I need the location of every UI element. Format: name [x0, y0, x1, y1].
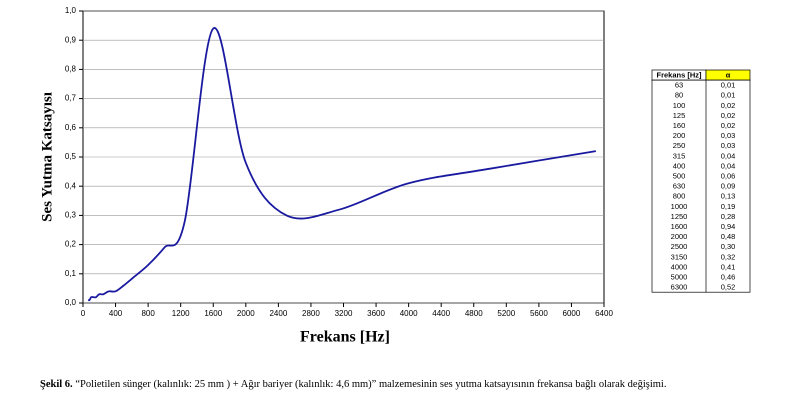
x-tick-label: 3600	[367, 309, 385, 318]
cell-text: 0,19	[721, 202, 736, 211]
cell-text: 3150	[671, 252, 688, 261]
x-axis-label: Frekans [Hz]	[300, 329, 390, 346]
cell-text: 0,09	[721, 182, 736, 191]
cell-text: 1000	[671, 202, 688, 211]
caption-text: “Polietilen sünger (kalınlık: 25 mm ) + …	[75, 379, 666, 390]
cell-text: 200	[673, 131, 686, 140]
x-tick-label: 5600	[530, 309, 548, 318]
x-tick-label: 4800	[465, 309, 483, 318]
cell-text: 0,02	[721, 111, 736, 120]
y-tick-label: 1,0	[65, 6, 77, 15]
cell-text: 2000	[671, 232, 688, 241]
y-tick-label: 0,6	[65, 123, 77, 132]
cell-text: 0,06	[721, 172, 736, 181]
cell-text: 0,13	[721, 192, 736, 201]
y-tick-label: 0,3	[65, 211, 77, 220]
cell-text: 6300	[671, 283, 688, 292]
cell-text: 0,48	[721, 232, 736, 241]
cell-text: 100	[673, 101, 686, 110]
cell-text: 5000	[671, 273, 688, 282]
x-tick-label: 4400	[432, 309, 450, 318]
cell-text: 315	[673, 151, 686, 160]
table-body	[651, 79, 751, 293]
y-tick-label: 0,7	[65, 94, 77, 103]
x-tick-label: 6000	[563, 309, 581, 318]
cell-text: 0,32	[721, 252, 736, 261]
data-line	[87, 27, 597, 302]
cell-text: 0,52	[721, 283, 736, 292]
x-tick-label: 2800	[302, 309, 320, 318]
cell-text: 0,02	[721, 121, 736, 130]
cell-text: 0,04	[721, 151, 736, 160]
x-tick-label: 2000	[237, 309, 255, 318]
y-tick-label: 0,5	[65, 152, 77, 161]
cell-text: 0,46	[721, 273, 736, 282]
y-tick-label: 0,0	[65, 298, 77, 307]
cell-text: 0,02	[721, 101, 736, 110]
cell-text: 800	[673, 192, 686, 201]
x-tick-label: 3200	[335, 309, 353, 318]
cell-text: 4000	[671, 262, 688, 271]
cell-text: 0,03	[721, 131, 736, 140]
x-tick-label: 1200	[172, 309, 190, 318]
x-tick-label: 0	[81, 309, 86, 318]
y-tick-label: 0,2	[65, 240, 77, 249]
x-tick-label: 2400	[269, 309, 287, 318]
cell-text: 0,03	[721, 141, 736, 150]
x-tick-label: 1600	[204, 309, 222, 318]
header-text: Frekans [Hz]	[656, 71, 702, 80]
cell-text: 0,01	[721, 81, 736, 90]
cell-text: 0,41	[721, 262, 736, 271]
x-tick-label: 5200	[497, 309, 515, 318]
cell-text: 400	[673, 161, 686, 170]
cell-text: 500	[673, 172, 686, 181]
cell-text: 0,30	[721, 242, 736, 251]
cell-text: 160	[673, 121, 686, 130]
header-text: α	[726, 71, 731, 80]
cell-text: 0,94	[721, 222, 736, 231]
y-axis-label: Ses Yutma Katsayısı	[39, 92, 55, 222]
x-tick-label: 4000	[400, 309, 418, 318]
cell-text: 125	[673, 111, 686, 120]
cell-text: 630	[673, 182, 686, 191]
caption: Şekil 6. “Polietilen sünger (kalınlık: 2…	[40, 379, 666, 390]
x-tick-label: 400	[109, 309, 123, 318]
y-tick-label: 0,9	[65, 35, 77, 44]
x-tick-label: 800	[141, 309, 155, 318]
y-tick-label: 0,1	[65, 269, 77, 278]
cell-text: 80	[675, 91, 683, 100]
cell-text: 250	[673, 141, 686, 150]
cell-text: 63	[675, 81, 683, 90]
cell-text: 1250	[671, 212, 688, 221]
cell-text: 0,28	[721, 212, 736, 221]
y-tick-label: 0,8	[65, 65, 77, 74]
y-tick-label: 0,4	[65, 181, 77, 190]
cell-text: 0,01	[721, 91, 736, 100]
cell-text: 2500	[671, 242, 688, 251]
caption-label: Şekil 6.	[40, 379, 73, 390]
cell-text: 1600	[671, 222, 688, 231]
cell-text: 0,04	[721, 161, 736, 170]
x-tick-label: 6400	[595, 309, 613, 318]
